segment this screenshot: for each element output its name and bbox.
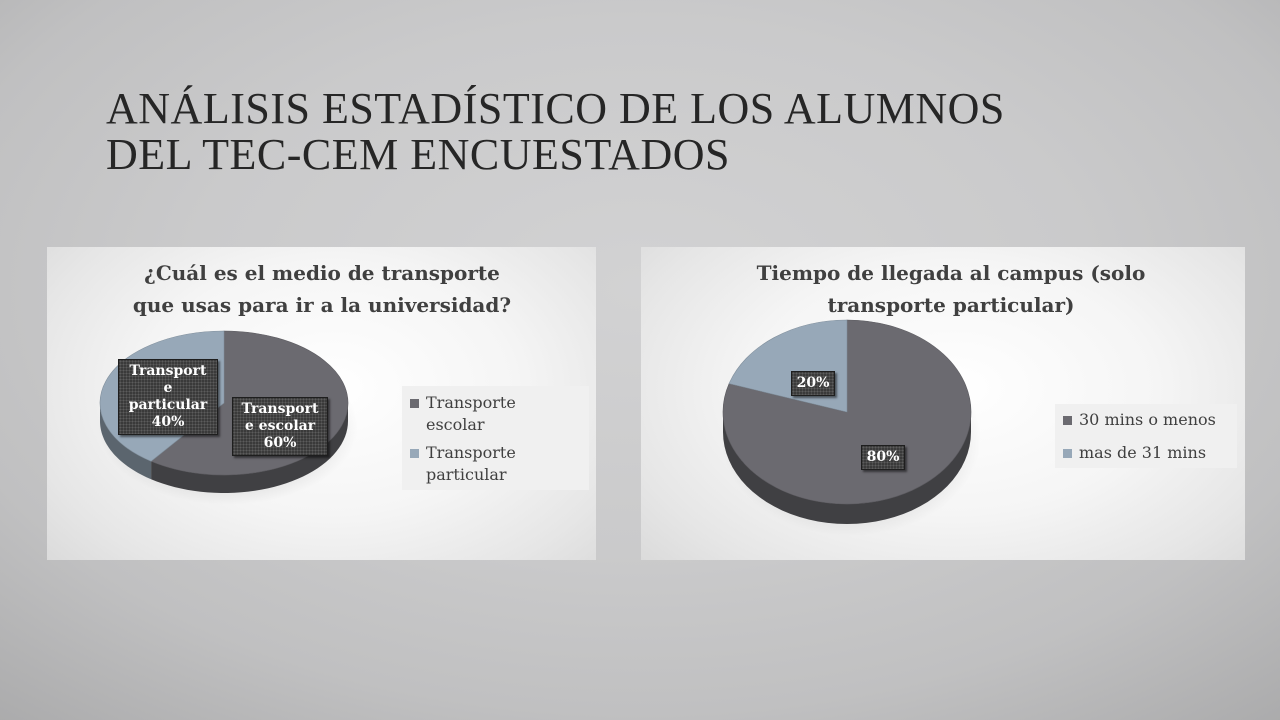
chart-title-line-2: transporte particular) — [827, 293, 1075, 317]
data-label-value: 60% — [263, 435, 297, 451]
legend: Transporte escolar Transporte particular — [402, 386, 589, 490]
data-label-transporte-particular: Transport e particular 40% — [118, 359, 218, 435]
chart-title: ¿Cuál es el medio de transporte que usas… — [87, 257, 557, 321]
data-label-text: Transport — [241, 401, 319, 417]
legend-swatch — [1063, 416, 1072, 425]
data-label-text: e escolar — [244, 418, 316, 434]
data-label-text: particular — [128, 397, 208, 413]
chart-title-line-1: Tiempo de llegada al campus (solo — [756, 261, 1146, 285]
chart-title: Tiempo de llegada al campus (solo transp… — [701, 257, 1201, 321]
data-label-mas-de-31-mins: 20% — [791, 371, 835, 396]
pie-side-0 — [151, 403, 348, 493]
legend-swatch — [1063, 449, 1072, 458]
legend-label: mas de 31 mins — [1079, 443, 1207, 462]
data-label-value: 40% — [151, 414, 185, 430]
chart-panel-arrival-time: Tiempo de llegada al campus (solo transp… — [641, 247, 1245, 560]
pie-side-0 — [723, 412, 971, 524]
data-label-transporte-escolar: Transport e escolar 60% — [232, 397, 328, 456]
legend-swatch — [410, 449, 419, 458]
legend-label: Transporte escolar — [426, 393, 516, 434]
data-label-text: Transport — [129, 363, 207, 379]
legend-label: Transporte particular — [426, 443, 516, 484]
legend-swatch — [410, 399, 419, 408]
slide-title: ANÁLISIS ESTADÍSTICO DE LOS ALUMNOS DEL … — [106, 86, 1106, 178]
pie-chart-arrival-time — [721, 319, 981, 536]
chart-panel-transport-mode: ¿Cuál es el medio de transporte que usas… — [47, 247, 596, 560]
chart-title-line-2: que usas para ir a la universidad? — [132, 293, 512, 317]
data-label-30-mins-o-menos: 80% — [861, 445, 905, 470]
legend-label: 30 mins o menos — [1079, 410, 1216, 429]
slide-title-line-2: DEL TEC-CEM ENCUESTADOS — [106, 130, 730, 179]
chart-title-line-1: ¿Cuál es el medio de transporte — [144, 261, 500, 285]
data-label-value: 80% — [866, 449, 900, 465]
data-label-value: 20% — [796, 375, 830, 391]
slide-title-line-1: ANÁLISIS ESTADÍSTICO DE LOS ALUMNOS — [106, 84, 1005, 133]
data-label-text: e — [163, 380, 173, 396]
pie-side-1 — [100, 403, 152, 480]
legend: 30 mins o menos mas de 31 mins — [1055, 404, 1237, 468]
